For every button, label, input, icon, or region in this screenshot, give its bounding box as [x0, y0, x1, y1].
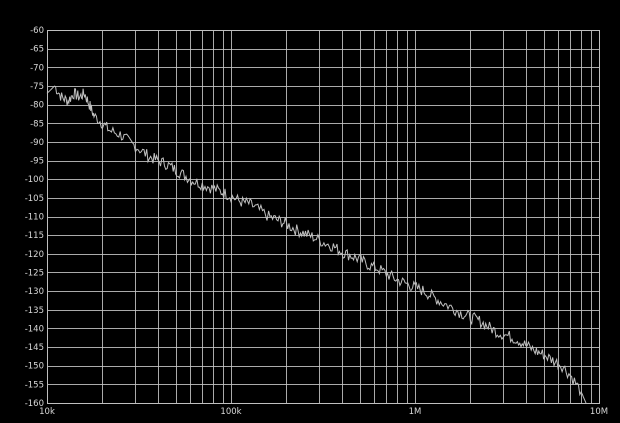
y-tick-label: -150	[25, 362, 44, 372]
y-tick-label: -145	[25, 343, 44, 353]
y-tick-label: -110	[25, 213, 44, 223]
y-tick-label: -135	[25, 306, 44, 316]
y-tick-label: -95	[30, 157, 44, 167]
y-tick-label: -125	[25, 268, 44, 278]
y-tick-label: -130	[25, 287, 44, 297]
y-tick-label: -115	[25, 231, 44, 241]
y-tick-label: -70	[30, 63, 44, 73]
y-tick-label: -120	[25, 250, 44, 260]
y-tick-label: -60	[30, 26, 44, 36]
x-tick-label: 1M	[409, 407, 422, 417]
x-tick-label: 10k	[39, 407, 55, 417]
y-tick-label: -85	[30, 119, 44, 129]
y-tick-label: -155	[25, 380, 44, 390]
x-tick-label: 100k	[220, 407, 241, 417]
y-tick-label: -100	[25, 175, 44, 185]
y-tick-label: -105	[25, 194, 44, 204]
y-tick-label: -75	[30, 82, 44, 92]
y-tick-label: -90	[30, 138, 44, 148]
y-tick-label: -140	[25, 324, 44, 334]
x-tick-label: 10M	[590, 407, 608, 417]
y-tick-label: -80	[30, 101, 44, 111]
y-tick-label: -65	[30, 45, 44, 55]
